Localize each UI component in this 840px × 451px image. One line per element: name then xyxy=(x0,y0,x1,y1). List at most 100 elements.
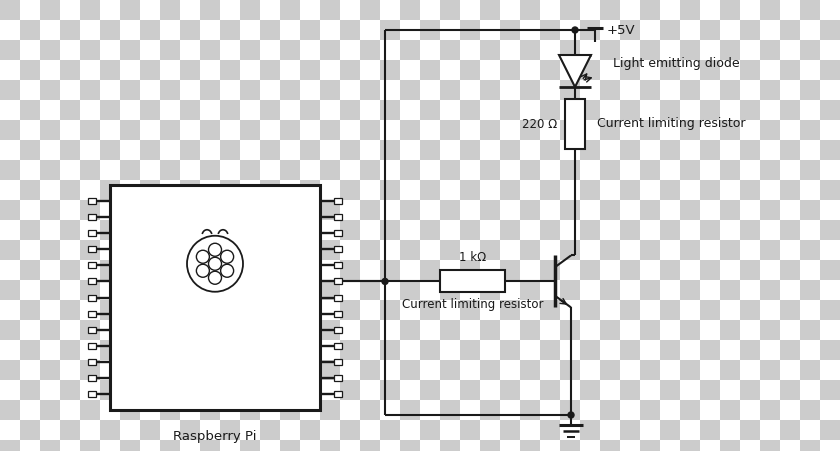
Bar xyxy=(720,340,740,360)
Bar xyxy=(820,420,840,440)
Bar xyxy=(200,40,220,60)
Bar xyxy=(820,80,840,100)
Bar xyxy=(540,360,560,380)
Bar xyxy=(460,180,480,200)
Bar xyxy=(140,360,160,380)
Bar xyxy=(280,440,300,451)
Bar xyxy=(540,220,560,240)
Bar xyxy=(20,200,40,220)
Bar xyxy=(540,440,560,451)
Bar xyxy=(334,262,342,268)
Bar xyxy=(800,420,820,440)
Bar xyxy=(500,60,520,80)
Bar xyxy=(360,320,380,340)
Bar xyxy=(380,140,400,160)
Bar xyxy=(700,0,720,20)
Bar xyxy=(700,20,720,40)
Bar xyxy=(520,80,540,100)
Bar xyxy=(320,220,340,240)
Bar xyxy=(760,200,780,220)
Bar xyxy=(520,0,540,20)
Bar xyxy=(320,340,340,360)
Bar xyxy=(40,100,60,120)
Bar xyxy=(100,240,120,260)
Bar xyxy=(20,40,40,60)
Text: GPIO3: GPIO3 xyxy=(114,309,140,318)
Bar xyxy=(280,140,300,160)
Bar xyxy=(560,0,580,20)
Bar xyxy=(480,320,500,340)
Bar xyxy=(260,220,280,240)
Bar xyxy=(300,220,320,240)
Bar xyxy=(380,420,400,440)
Bar xyxy=(720,80,740,100)
Bar xyxy=(600,120,620,140)
Bar xyxy=(740,100,760,120)
Text: DNC: DNC xyxy=(300,341,316,350)
Bar xyxy=(100,280,120,300)
Bar xyxy=(140,420,160,440)
Bar xyxy=(100,160,120,180)
Bar xyxy=(520,340,540,360)
Bar xyxy=(320,420,340,440)
Bar xyxy=(80,100,100,120)
Bar xyxy=(20,360,40,380)
Bar xyxy=(760,240,780,260)
Bar xyxy=(640,120,660,140)
Bar xyxy=(80,300,100,320)
Bar xyxy=(460,40,480,60)
Bar xyxy=(320,320,340,340)
Bar xyxy=(440,320,460,340)
Bar xyxy=(0,40,20,60)
Bar xyxy=(460,100,480,120)
Bar xyxy=(220,280,240,300)
Text: Raspberry Pi: Raspberry Pi xyxy=(173,430,257,443)
Bar xyxy=(460,300,480,320)
Bar xyxy=(380,400,400,420)
Bar xyxy=(88,343,96,349)
Bar xyxy=(180,160,200,180)
Bar xyxy=(480,220,500,240)
Bar xyxy=(0,360,20,380)
Bar xyxy=(740,80,760,100)
Bar xyxy=(760,260,780,280)
Bar xyxy=(640,440,660,451)
Bar xyxy=(300,360,320,380)
Bar xyxy=(200,200,220,220)
Bar xyxy=(334,327,342,333)
Bar xyxy=(240,100,260,120)
Text: TXD: TXD xyxy=(300,245,316,254)
Bar xyxy=(200,240,220,260)
Bar xyxy=(40,20,60,40)
Bar xyxy=(240,200,260,220)
Bar xyxy=(560,140,580,160)
Bar xyxy=(160,60,180,80)
Bar xyxy=(360,240,380,260)
Bar xyxy=(760,60,780,80)
Bar xyxy=(420,100,440,120)
Bar xyxy=(160,300,180,320)
Bar xyxy=(540,200,560,220)
Bar xyxy=(800,360,820,380)
Bar xyxy=(160,200,180,220)
Bar xyxy=(300,440,320,451)
Bar xyxy=(800,260,820,280)
Bar xyxy=(260,360,280,380)
Bar xyxy=(760,280,780,300)
Bar xyxy=(360,260,380,280)
Bar xyxy=(480,340,500,360)
Bar xyxy=(540,0,560,20)
Bar xyxy=(0,20,20,40)
Bar xyxy=(620,160,640,180)
Bar xyxy=(180,180,200,200)
Bar xyxy=(560,260,580,280)
Bar xyxy=(100,100,120,120)
Bar xyxy=(60,360,80,380)
Bar xyxy=(60,280,80,300)
Bar xyxy=(480,160,500,180)
Bar xyxy=(380,80,400,100)
Bar xyxy=(640,40,660,60)
Bar xyxy=(420,260,440,280)
Bar xyxy=(40,80,60,100)
Bar xyxy=(260,100,280,120)
